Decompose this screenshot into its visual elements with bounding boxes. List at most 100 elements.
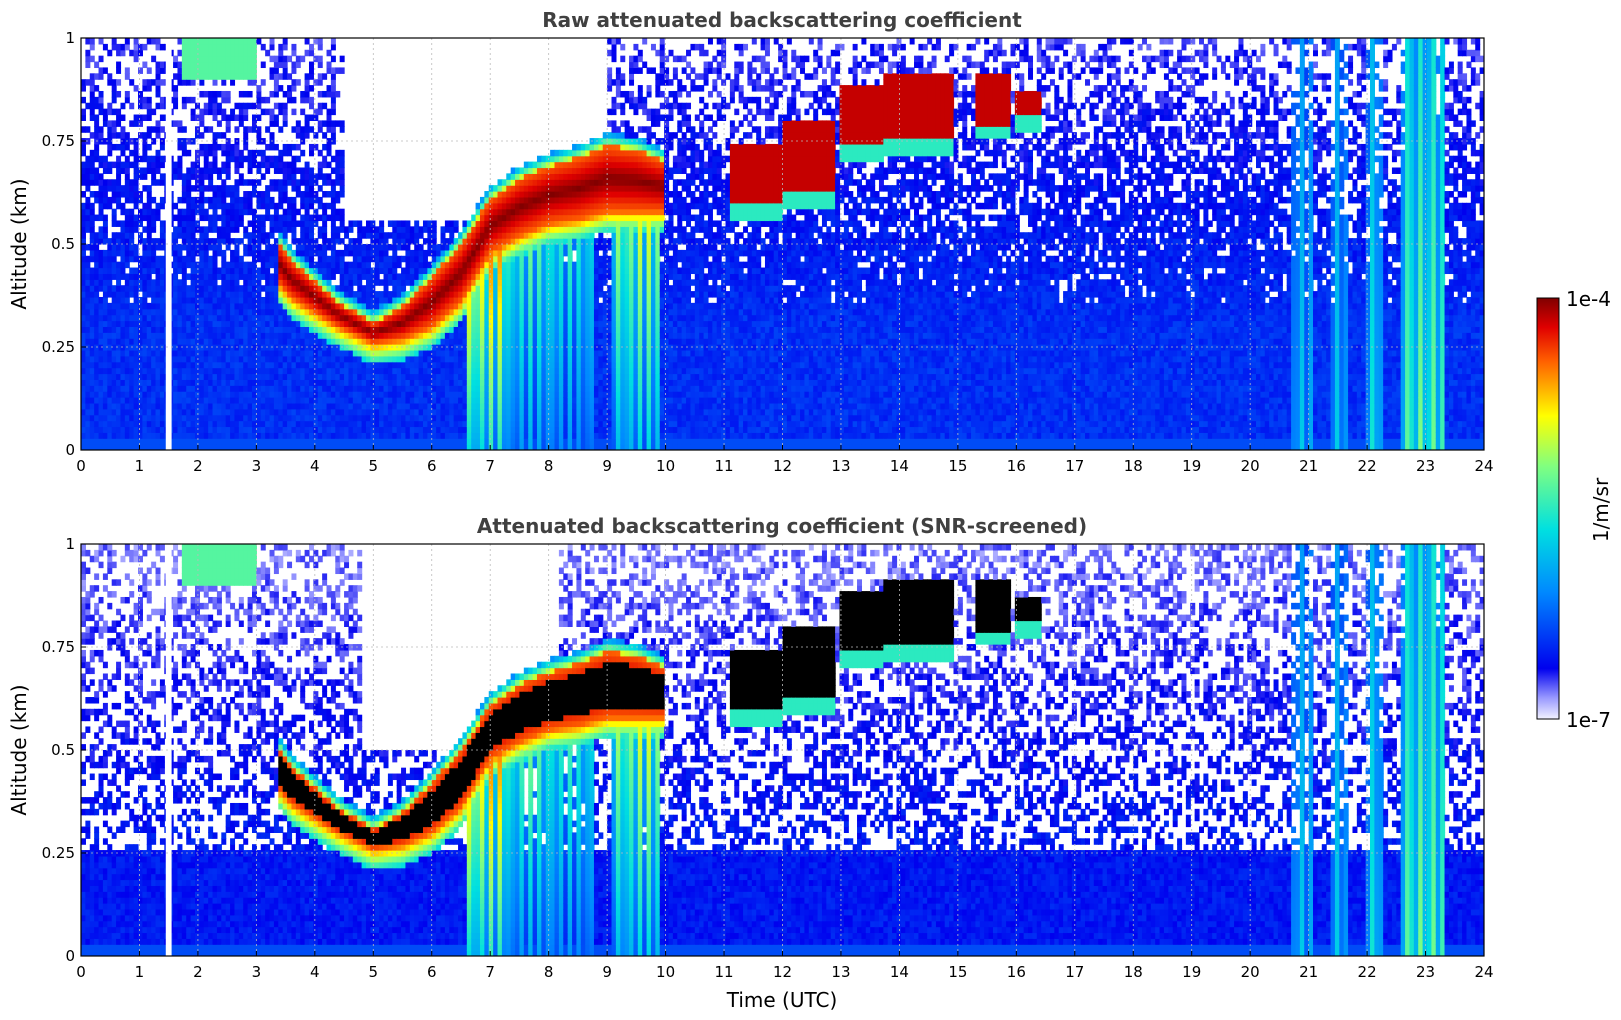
heatmap-cell [151,167,156,173]
heatmap-cell [274,179,279,185]
heatmap-cell [243,262,248,268]
heatmap-cell [90,91,95,97]
heatmap-cell [265,97,270,103]
heatmap-cell [340,385,345,391]
heatmap-cell [160,421,165,427]
heatmap-cell [186,291,191,297]
heatmap-cell [99,379,104,385]
heatmap-cell [274,262,279,268]
heatmap-cell [129,309,134,315]
heatmap-cell [147,385,152,391]
heatmap-cell [160,44,165,50]
heatmap-cell [173,432,178,438]
heatmap-cell [353,268,358,274]
heatmap-cell [335,297,340,303]
heatmap-cell [322,391,327,397]
heatmap-cell [134,268,139,274]
heatmap-cell [401,279,406,285]
heatmap-cell [129,120,134,126]
heatmap-cell [99,103,104,109]
heatmap-cell [405,297,410,303]
heatmap-cell [331,91,336,97]
heatmap-cell [134,291,139,297]
heatmap-cell [217,62,222,68]
heatmap-cell [120,321,125,327]
heatmap-cell [90,273,95,279]
heatmap-cell [331,67,336,73]
heatmap-cell [353,403,358,409]
heatmap-cell [256,232,261,238]
heatmap-cell [138,350,143,356]
heatmap-cell [348,268,353,274]
heatmap-cell [353,415,358,421]
heatmap-cell [99,273,104,279]
heatmap-cell [309,167,314,173]
heatmap-cell [384,356,389,362]
heatmap-cell [142,409,147,415]
heatmap-cell [142,203,147,209]
heatmap-cell [318,250,323,256]
heatmap-cell [226,426,231,432]
heatmap-cell [348,356,353,362]
heatmap-cell [370,426,375,432]
heatmap-cell [217,309,222,315]
heatmap-cell [392,315,397,321]
heatmap-cell [340,321,345,327]
heatmap-cell [362,262,367,268]
heatmap-cell [300,350,305,356]
heatmap-cell [208,379,213,385]
heatmap-cell [401,432,406,438]
heatmap-cell [195,44,200,50]
heatmap-cell [230,262,235,268]
heatmap-cell [230,44,235,50]
heatmap-cell [401,338,406,344]
heatmap-cell [85,309,90,315]
heatmap-cell [357,350,362,356]
heatmap-cell [239,438,244,444]
heatmap-cell [362,397,367,403]
heatmap-cell [217,44,222,50]
heatmap-cell [107,250,112,256]
heatmap-cell [234,56,239,62]
heatmap-cell [230,226,235,232]
heatmap-cell [217,50,222,56]
heatmap-cell [129,103,134,109]
heatmap-cell [99,203,104,209]
heatmap-cell [234,368,239,374]
heatmap-cell [151,220,156,226]
heatmap-cell [107,179,112,185]
heatmap-cell [340,403,345,409]
heatmap-cell [335,91,340,97]
heatmap-cell [230,397,235,403]
heatmap-cell [318,356,323,362]
heatmap-cell [103,403,108,409]
heatmap-cell [305,97,310,103]
heatmap-cell [177,385,182,391]
heatmap-cell [120,309,125,315]
heatmap-cell [405,338,410,344]
heatmap-cell [344,421,349,427]
heatmap-cell [208,403,213,409]
heatmap-cell [340,179,345,185]
heatmap-cell [116,297,121,303]
heatmap-cell [283,150,288,156]
heatmap-cell [397,315,402,321]
heatmap-cell [291,379,296,385]
heatmap-cell [278,350,283,356]
heatmap-cell [125,350,130,356]
heatmap-cell [261,338,266,344]
heatmap-cell [217,432,222,438]
heatmap-cell [322,91,327,97]
heatmap-cell [283,338,288,344]
heatmap-cell [331,209,336,215]
heatmap-cell [296,391,301,397]
heatmap-cell [230,115,235,121]
heatmap-cell [116,232,121,238]
heatmap-cell [305,297,310,303]
heatmap-cell [362,368,367,374]
heatmap-cell [81,403,86,409]
heatmap-cell [357,220,362,226]
heatmap-cell [81,303,86,309]
heatmap-cell [90,250,95,256]
heatmap-cell [142,297,147,303]
